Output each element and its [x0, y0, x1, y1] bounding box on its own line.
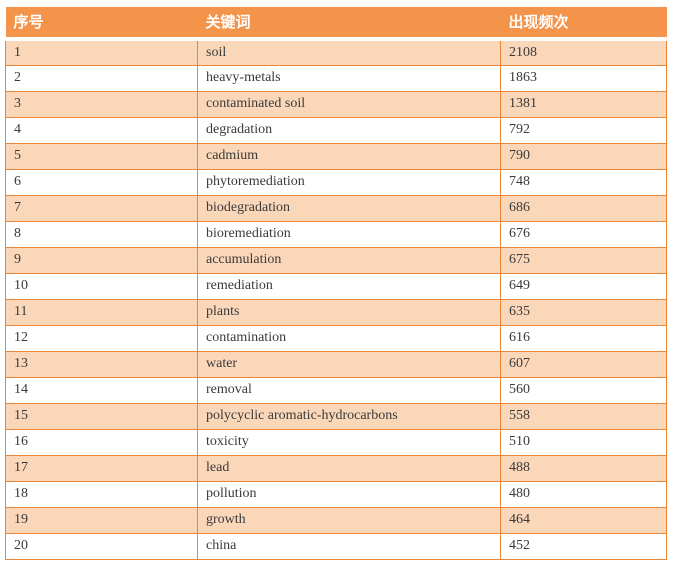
- table-row: 5 cadmium 790: [5, 142, 667, 170]
- keyword-cell: pollution: [197, 480, 501, 508]
- frequency-cell: 792: [500, 116, 667, 144]
- table-row: 6 phytoremediation 748: [5, 168, 667, 196]
- table-row: 14 removal 560: [5, 376, 667, 404]
- rank-cell: 7: [5, 194, 198, 222]
- rank-cell: 16: [5, 428, 198, 456]
- rank-cell: 5: [5, 142, 198, 170]
- rank-cell: 1: [5, 38, 198, 66]
- keyword-cell: soil: [197, 38, 501, 66]
- header-frequency: 出现频次: [500, 7, 667, 41]
- frequency-cell: 1381: [500, 90, 667, 118]
- table-row: 10 remediation 649: [5, 272, 667, 300]
- frequency-cell: 510: [500, 428, 667, 456]
- keyword-frequency-table: 序号 关键词 出现频次 1 soil 2108 2 heavy-metals 1863 3 c…: [5, 7, 667, 560]
- table-row: 19 growth 464: [5, 506, 667, 534]
- keyword-cell: water: [197, 350, 501, 378]
- table-row: 9 accumulation 675: [5, 246, 667, 274]
- keyword-cell: degradation: [197, 116, 501, 144]
- table-row: 17 lead 488: [5, 454, 667, 482]
- frequency-cell: 488: [500, 454, 667, 482]
- table-row: 12 contamination 616: [5, 324, 667, 352]
- rank-cell: 9: [5, 246, 198, 274]
- keyword-cell: toxicity: [197, 428, 501, 456]
- keyword-cell: polycyclic aromatic-hydrocarbons: [197, 402, 501, 430]
- frequency-cell: 607: [500, 350, 667, 378]
- frequency-cell: 616: [500, 324, 667, 352]
- table-row: 8 bioremediation 676: [5, 220, 667, 248]
- rank-cell: 14: [5, 376, 198, 404]
- table-row: 4 degradation 792: [5, 116, 667, 144]
- keyword-cell: phytoremediation: [197, 168, 501, 196]
- rank-cell: 3: [5, 90, 198, 118]
- frequency-cell: 464: [500, 506, 667, 534]
- rank-cell: 6: [5, 168, 198, 196]
- keyword-cell: biodegradation: [197, 194, 501, 222]
- rank-cell: 2: [5, 64, 198, 92]
- table-row: 7 biodegradation 686: [5, 194, 667, 222]
- keyword-cell: contamination: [197, 324, 501, 352]
- rank-cell: 18: [5, 480, 198, 508]
- rank-cell: 20: [5, 532, 198, 560]
- frequency-cell: 675: [500, 246, 667, 274]
- keyword-cell: cadmium: [197, 142, 501, 170]
- table-row: 16 toxicity 510: [5, 428, 667, 456]
- header-rank: 序号: [5, 7, 198, 41]
- rank-cell: 17: [5, 454, 198, 482]
- table-row: 15 polycyclic aromatic-hydrocarbons 558: [5, 402, 667, 430]
- rank-cell: 8: [5, 220, 198, 248]
- frequency-cell: 558: [500, 402, 667, 430]
- keyword-cell: contaminated soil: [197, 90, 501, 118]
- table-row: 3 contaminated soil 1381: [5, 90, 667, 118]
- keyword-cell: china: [197, 532, 501, 560]
- keyword-cell: removal: [197, 376, 501, 404]
- frequency-cell: 635: [500, 298, 667, 326]
- keyword-cell: remediation: [197, 272, 501, 300]
- table-row: 20 china 452: [5, 532, 667, 560]
- keyword-cell: lead: [197, 454, 501, 482]
- rank-cell: 10: [5, 272, 198, 300]
- frequency-cell: 748: [500, 168, 667, 196]
- rank-cell: 4: [5, 116, 198, 144]
- frequency-cell: 686: [500, 194, 667, 222]
- table-header: 序号 关键词 出现频次: [5, 7, 667, 41]
- frequency-cell: 2108: [500, 38, 667, 66]
- table-row: 13 water 607: [5, 350, 667, 378]
- frequency-cell: 790: [500, 142, 667, 170]
- page: 序号 关键词 出现频次 1 soil 2108 2 heavy-metals 1863 3 c…: [5, 7, 667, 560]
- keyword-cell: plants: [197, 298, 501, 326]
- table-row: 11 plants 635: [5, 298, 667, 326]
- rank-cell: 19: [5, 506, 198, 534]
- table-body: 1 soil 2108 2 heavy-metals 1863 3 contaminated …: [5, 38, 667, 560]
- frequency-cell: 480: [500, 480, 667, 508]
- keyword-cell: bioremediation: [197, 220, 501, 248]
- table-row: 18 pollution 480: [5, 480, 667, 508]
- frequency-cell: 560: [500, 376, 667, 404]
- frequency-cell: 649: [500, 272, 667, 300]
- rank-cell: 11: [5, 298, 198, 326]
- frequency-cell: 676: [500, 220, 667, 248]
- keyword-cell: accumulation: [197, 246, 501, 274]
- header-keyword: 关键词: [197, 7, 501, 41]
- keyword-cell: heavy-metals: [197, 64, 501, 92]
- keyword-cell: growth: [197, 506, 501, 534]
- frequency-cell: 1863: [500, 64, 667, 92]
- header-row: 序号 关键词 出现频次: [5, 7, 667, 41]
- rank-cell: 15: [5, 402, 198, 430]
- rank-cell: 12: [5, 324, 198, 352]
- table-row: 2 heavy-metals 1863: [5, 64, 667, 92]
- rank-cell: 13: [5, 350, 198, 378]
- frequency-cell: 452: [500, 532, 667, 560]
- table-row: 1 soil 2108: [5, 38, 667, 66]
